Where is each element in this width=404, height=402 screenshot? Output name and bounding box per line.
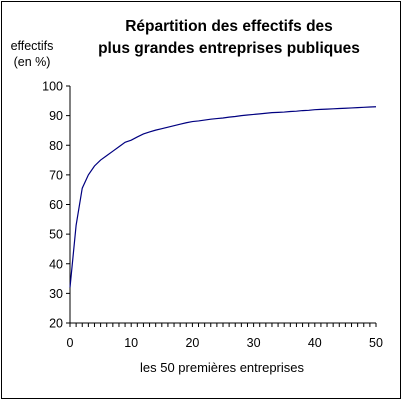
x-tick-labels: 0 10 20 30 40 50 <box>67 336 383 350</box>
y-tick-label: 100 <box>42 80 63 94</box>
x-tick-label: 40 <box>308 336 322 350</box>
y-tick-labels: 20 30 40 50 60 70 80 90 100 <box>42 80 63 331</box>
y-tick-label: 30 <box>49 287 63 301</box>
y-tick-label: 60 <box>49 198 63 212</box>
y-tick-label: 80 <box>49 139 63 153</box>
y-tick-label: 40 <box>49 257 63 271</box>
axes <box>66 85 377 327</box>
x-tick-label: 20 <box>185 336 199 350</box>
x-tick-label: 10 <box>124 336 138 350</box>
y-axis-label-line-2: (en %) <box>14 55 51 69</box>
y-tick-label: 70 <box>49 168 63 182</box>
x-axis-label: les 50 premières entreprises <box>140 360 305 375</box>
chart-title-line-1: Répartition des effectifs des <box>125 18 333 35</box>
y-axis-label-line-1: effectifs <box>11 39 54 53</box>
x-tick-label: 50 <box>369 336 383 350</box>
y-tick-label: 90 <box>49 109 63 123</box>
y-tick-label: 50 <box>49 228 63 242</box>
chart-title-line-2: plus grandes entreprises publiques <box>98 40 360 57</box>
series-line <box>69 106 377 288</box>
x-tick-label: 30 <box>247 336 261 350</box>
x-tick-label: 0 <box>67 336 74 350</box>
y-tick-label: 20 <box>49 317 63 331</box>
